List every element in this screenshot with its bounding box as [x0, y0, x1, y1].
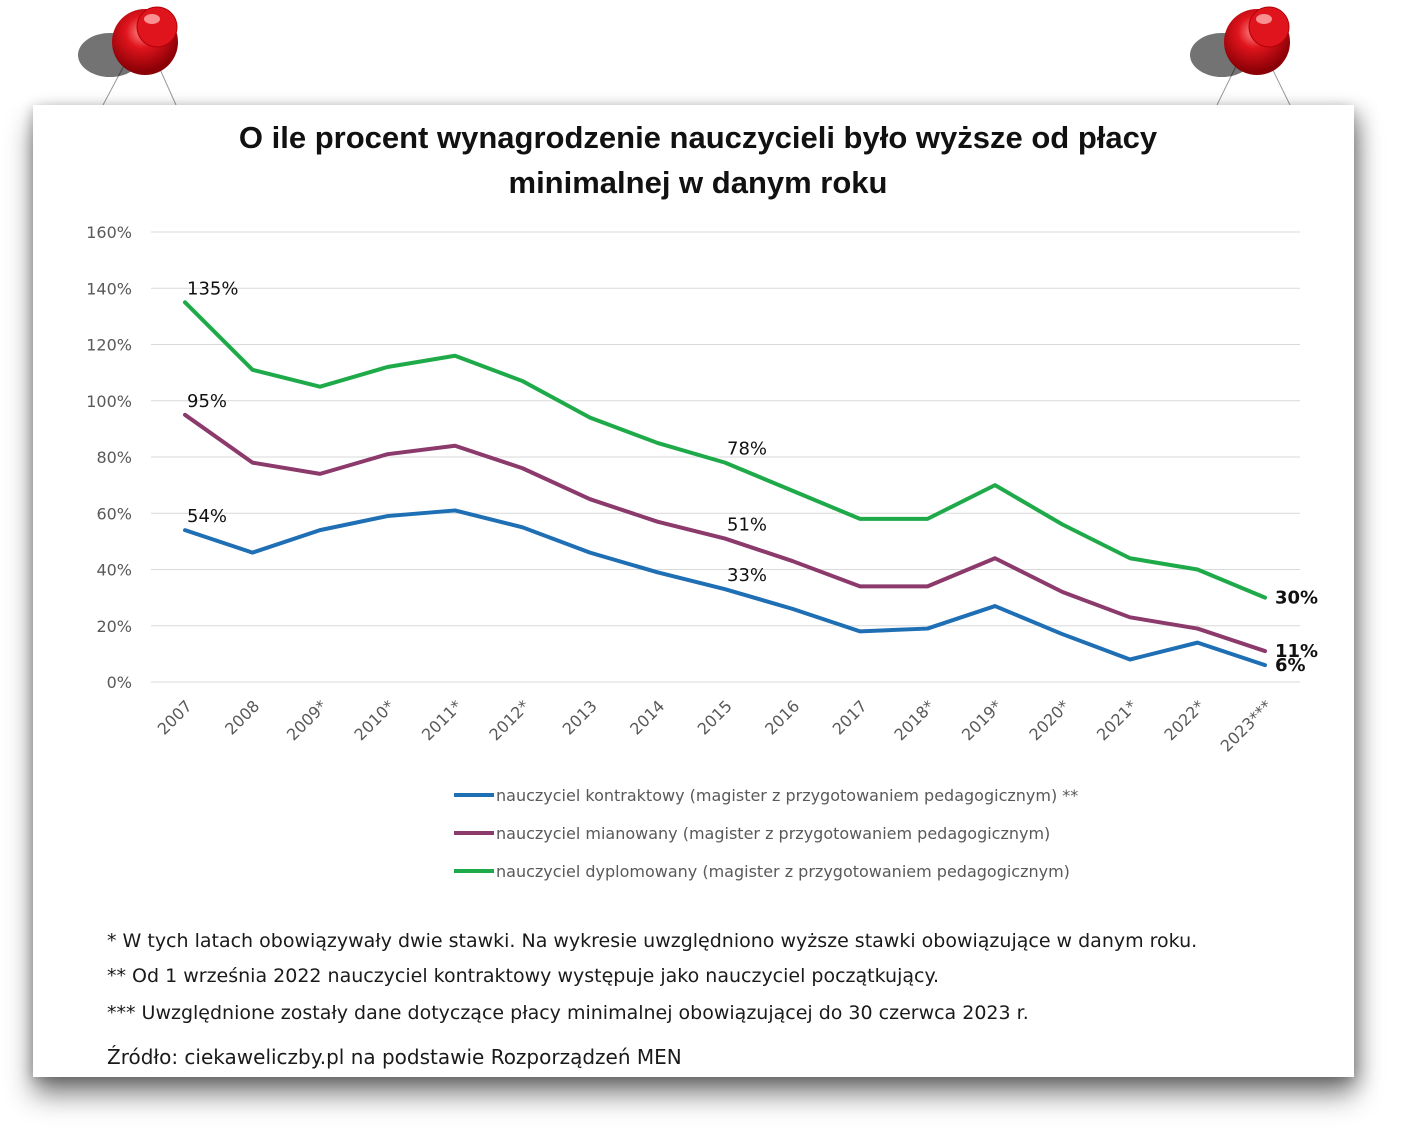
y-tick-label: 0% [107, 673, 132, 692]
legend-label-2: nauczyciel mianowany (magister z przygot… [496, 824, 1050, 843]
y-tick-label: 40% [96, 561, 132, 580]
x-tick-label: 2013 [559, 696, 601, 738]
x-tick-label: 2011* [418, 696, 466, 744]
x-tick-label: 2021* [1093, 696, 1141, 744]
footnote-two-rates: * W tych latach obowiązywały dwie stawki… [107, 930, 1198, 952]
x-tick-label: 2008 [221, 696, 263, 738]
x-tick-label: 2009* [283, 696, 331, 744]
series-line-1 [183, 508, 1267, 668]
x-tick-label: 2023*** [1217, 696, 1276, 755]
x-tick-label: 2018* [890, 696, 938, 744]
chart-title-line: minimalnej w danym roku [509, 165, 888, 200]
x-tick-label: 2022* [1160, 696, 1208, 744]
footnote-contract-teacher: ** Od 1 września 2022 nauczyciel kontrak… [107, 965, 940, 987]
line-chart: O ile procent wynagrodzenie nauczycieli … [86, 120, 1318, 881]
pushpin-left-icon [78, 6, 178, 106]
data-label: 6% [1275, 655, 1306, 676]
data-label: 33% [727, 565, 767, 586]
data-label: 95% [187, 391, 227, 412]
data-label: 11% [1275, 641, 1318, 662]
x-tick-label: 2014 [626, 696, 668, 738]
x-tick-label: 2015 [694, 696, 736, 738]
footnote-minimum-wage: *** Uwzględnione zostały dane dotyczące … [107, 1002, 1029, 1024]
chart-card: O ile procent wynagrodzenie nauczycieli … [33, 105, 1354, 1077]
y-tick-label: 20% [96, 617, 132, 636]
y-tick-label: 80% [96, 448, 132, 467]
source-note: Źródło: ciekaweliczby.pl na podstawie Ro… [107, 1045, 682, 1069]
x-tick-label: 2017 [829, 696, 871, 738]
legend-label-1: nauczyciel kontraktowy (magister z przyg… [496, 786, 1078, 805]
data-label: 78% [727, 439, 767, 460]
series-line-3 [183, 300, 1267, 600]
y-tick-label: 140% [86, 279, 132, 298]
data-label: 51% [727, 515, 767, 536]
data-label: 135% [187, 278, 238, 299]
x-tick-label: 2020* [1025, 696, 1073, 744]
y-tick-label: 60% [96, 504, 132, 523]
series-line-2 [183, 412, 1267, 654]
x-tick-label: 2007 [154, 696, 196, 738]
pushpin-right-icon [1190, 6, 1291, 106]
legend-label-3: nauczyciel dyplomowany (magister z przyg… [496, 862, 1070, 881]
data-label: 30% [1275, 588, 1318, 609]
y-tick-label: 120% [86, 336, 132, 355]
chart-title-line: O ile procent wynagrodzenie nauczycieli … [239, 120, 1158, 155]
data-label: 54% [187, 506, 227, 527]
x-tick-label: 2019* [958, 696, 1006, 744]
x-tick-label: 2012* [485, 696, 533, 744]
y-tick-label: 100% [86, 392, 132, 411]
x-tick-label: 2010* [350, 696, 398, 744]
y-tick-label: 160% [86, 223, 132, 242]
x-tick-label: 2016 [761, 696, 803, 738]
